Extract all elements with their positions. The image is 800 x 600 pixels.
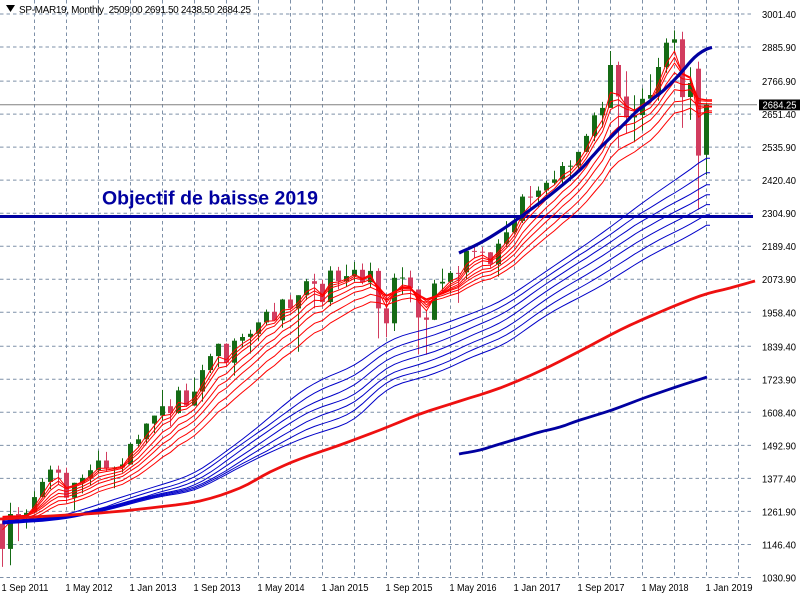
svg-text:1608.40: 1608.40 [762,408,796,419]
svg-text:1 May 2016: 1 May 2016 [450,583,497,594]
svg-text:1 Jan 2015: 1 Jan 2015 [322,583,369,594]
svg-text:1 Sep 2015: 1 Sep 2015 [386,583,433,594]
svg-text:1839.40: 1839.40 [762,342,796,353]
svg-text:2684.25: 2684.25 [763,101,797,112]
svg-text:2535.90: 2535.90 [762,143,796,154]
svg-text:1723.90: 1723.90 [762,375,796,386]
svg-text:1 May 2014: 1 May 2014 [258,583,305,594]
svg-text:1 Sep 2017: 1 Sep 2017 [578,583,625,594]
svg-text:1 Sep 2013: 1 Sep 2013 [194,583,241,594]
svg-text:2420.40: 2420.40 [762,176,796,187]
svg-text:2766.90: 2766.90 [762,77,796,88]
svg-text:2073.90: 2073.90 [762,275,796,286]
svg-text:2189.40: 2189.40 [762,242,796,253]
svg-text:1 Jan 2017: 1 Jan 2017 [514,583,561,594]
svg-text:1 Jan 2013: 1 Jan 2013 [130,583,177,594]
svg-text:1261.90: 1261.90 [762,507,796,518]
svg-text:1030.90: 1030.90 [762,574,796,585]
svg-text:1 Sep 2011: 1 Sep 2011 [2,583,49,594]
svg-text:1958.40: 1958.40 [762,308,796,319]
svg-text:1146.40: 1146.40 [762,541,796,552]
svg-text:1 May 2012: 1 May 2012 [66,583,113,594]
svg-text:1377.40: 1377.40 [762,474,796,485]
svg-text:SP-MAR19, Monthly 2509.00 269: SP-MAR19, Monthly 2509.00 2691.50 2438.5… [19,5,251,16]
svg-text:2304.90: 2304.90 [762,209,796,220]
svg-text:Objectif de baisse 2019: Objectif de baisse 2019 [102,188,318,210]
svg-text:2651.40: 2651.40 [762,110,796,121]
svg-text:1492.90: 1492.90 [762,441,796,452]
svg-text:3001.40: 3001.40 [762,10,796,21]
svg-text:1 May 2018: 1 May 2018 [642,583,689,594]
svg-text:2885.90: 2885.90 [762,43,796,54]
svg-text:1 Jan 2019: 1 Jan 2019 [706,583,753,594]
